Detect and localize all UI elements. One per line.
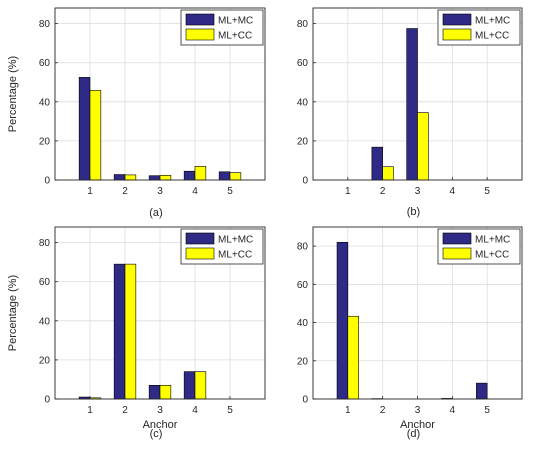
legend-entry: ML+CC (475, 31, 509, 42)
x-tick-label: 2 (380, 186, 386, 197)
y-tick-label: 0 (302, 176, 308, 187)
bar-ml-mc-4 (183, 170, 196, 181)
bar-ml-cc-2 (124, 263, 137, 400)
bar-ml-mc-2 (113, 174, 126, 181)
legend-swatch (442, 232, 472, 245)
y-tick-label: 40 (39, 97, 51, 108)
x-tick-label: 3 (157, 405, 163, 416)
legend-entry: ML+MC (218, 235, 253, 246)
chart-panel-4: 0 20 40 60 80 1 2 3 4 5 Anchor(d) ML+MC ML+CC (297, 226, 523, 440)
legend: ML+MC ML+CC (180, 228, 264, 265)
bar-ml-cc-3 (159, 175, 172, 181)
legend-swatch (185, 247, 215, 260)
x-axis-label: Anchor (400, 419, 435, 431)
x-tick-label: 5 (227, 405, 233, 416)
y-tick-label: 40 (297, 97, 309, 108)
bar-ml-cc-5 (229, 172, 242, 181)
legend-swatch (442, 247, 472, 260)
y-tick-label: 60 (39, 58, 51, 69)
y-tick-label: 0 (44, 395, 50, 406)
chart-panel-2: 0 20 40 60 80 1 2 3 4 5 (b) ML+MC ML+CC (297, 7, 523, 218)
y-tick-label: 40 (297, 318, 309, 329)
y-tick-label: 20 (39, 355, 51, 366)
legend-swatch (185, 232, 215, 245)
legend-entry: ML+CC (218, 250, 252, 261)
x-tick-label: 4 (450, 405, 456, 416)
y-tick-label: 60 (39, 277, 51, 288)
bar-ml-cc-1 (347, 315, 359, 400)
y-tick-label: 20 (39, 136, 51, 147)
x-tick-label: 1 (87, 405, 93, 416)
bar-ml-cc-2 (124, 174, 137, 181)
x-tick-label: 4 (192, 186, 198, 197)
y-axis-label: Percentage (%) (7, 275, 19, 351)
legend-entry: ML+CC (218, 31, 252, 42)
x-tick-label: 2 (122, 405, 128, 416)
x-tick-label: 2 (122, 186, 128, 197)
bar-ml-cc-4 (194, 371, 207, 400)
y-tick-label: 60 (297, 58, 309, 69)
bar-ml-mc-2 (113, 263, 126, 400)
chart-panel-1: 0 20 40 60 80 1 2 3 4 5 Percentage (%) (a) ML+MC ML+C… (7, 7, 266, 219)
y-tick-label: 80 (297, 242, 309, 253)
y-tick-label: 60 (297, 280, 309, 291)
x-tick-label: 1 (345, 405, 351, 416)
legend: ML+MC ML+CC (437, 9, 521, 46)
bar-ml-mc-3 (406, 28, 418, 181)
bar-ml-mc-2 (371, 146, 383, 181)
x-tick-label: 3 (415, 186, 421, 197)
legend-swatch (185, 13, 215, 26)
legend-swatch (442, 28, 472, 41)
bar-ml-cc-4 (194, 166, 207, 181)
bar-ml-cc-3 (159, 385, 172, 400)
y-tick-label: 80 (39, 238, 51, 249)
legend-entry: ML+MC (475, 235, 510, 246)
x-tick-label: 4 (192, 405, 198, 416)
legend-entry: ML+MC (218, 16, 253, 27)
legend-entry: ML+CC (475, 250, 509, 261)
x-tick-label: 3 (157, 186, 163, 197)
y-tick-label: 0 (44, 176, 50, 187)
y-tick-label: 80 (297, 19, 309, 30)
legend-swatch (442, 13, 472, 26)
bar-ml-mc-4 (183, 371, 196, 400)
x-tick-label: 2 (380, 405, 386, 416)
x-tick-label: 3 (415, 405, 421, 416)
bar-ml-cc-2 (382, 166, 394, 181)
bar-ml-mc-3 (148, 385, 161, 400)
bar-ml-mc-1 (336, 241, 349, 400)
legend: ML+MC ML+CC (437, 228, 521, 265)
x-tick-label: 5 (227, 186, 233, 197)
panel-label: (b) (407, 206, 420, 218)
x-axis-label: Anchor (143, 419, 178, 431)
x-tick-label: 1 (87, 186, 93, 197)
panel-label: (d) (407, 428, 420, 440)
legend: ML+MC ML+CC (180, 9, 264, 46)
y-tick-label: 0 (302, 395, 308, 406)
panel-label: (a) (149, 207, 162, 219)
y-tick-label: 20 (297, 356, 309, 367)
x-tick-label: 5 (484, 405, 490, 416)
bar-ml-cc-3 (417, 112, 429, 181)
chart-panel-3: 0 20 40 60 80 1 2 3 4 5 Percentage (%) Anchor(c) ML+… (7, 226, 266, 440)
x-tick-label: 1 (345, 186, 351, 197)
x-tick-label: 4 (450, 186, 456, 197)
bar-ml-mc-5 (218, 171, 231, 181)
legend-swatch (185, 28, 215, 41)
y-tick-label: 20 (297, 136, 309, 147)
y-axis-label: Percentage (%) (7, 56, 19, 132)
bar-ml-mc-3 (148, 175, 161, 181)
panel-label: (c) (150, 428, 163, 440)
y-tick-label: 40 (39, 316, 51, 327)
y-tick-label: 80 (39, 19, 51, 30)
legend-entry: ML+MC (475, 16, 510, 27)
x-tick-label: 5 (484, 186, 490, 197)
bar-ml-cc-1 (89, 90, 102, 181)
bar-ml-mc-1 (78, 77, 91, 181)
bar-ml-mc-5 (476, 382, 488, 400)
